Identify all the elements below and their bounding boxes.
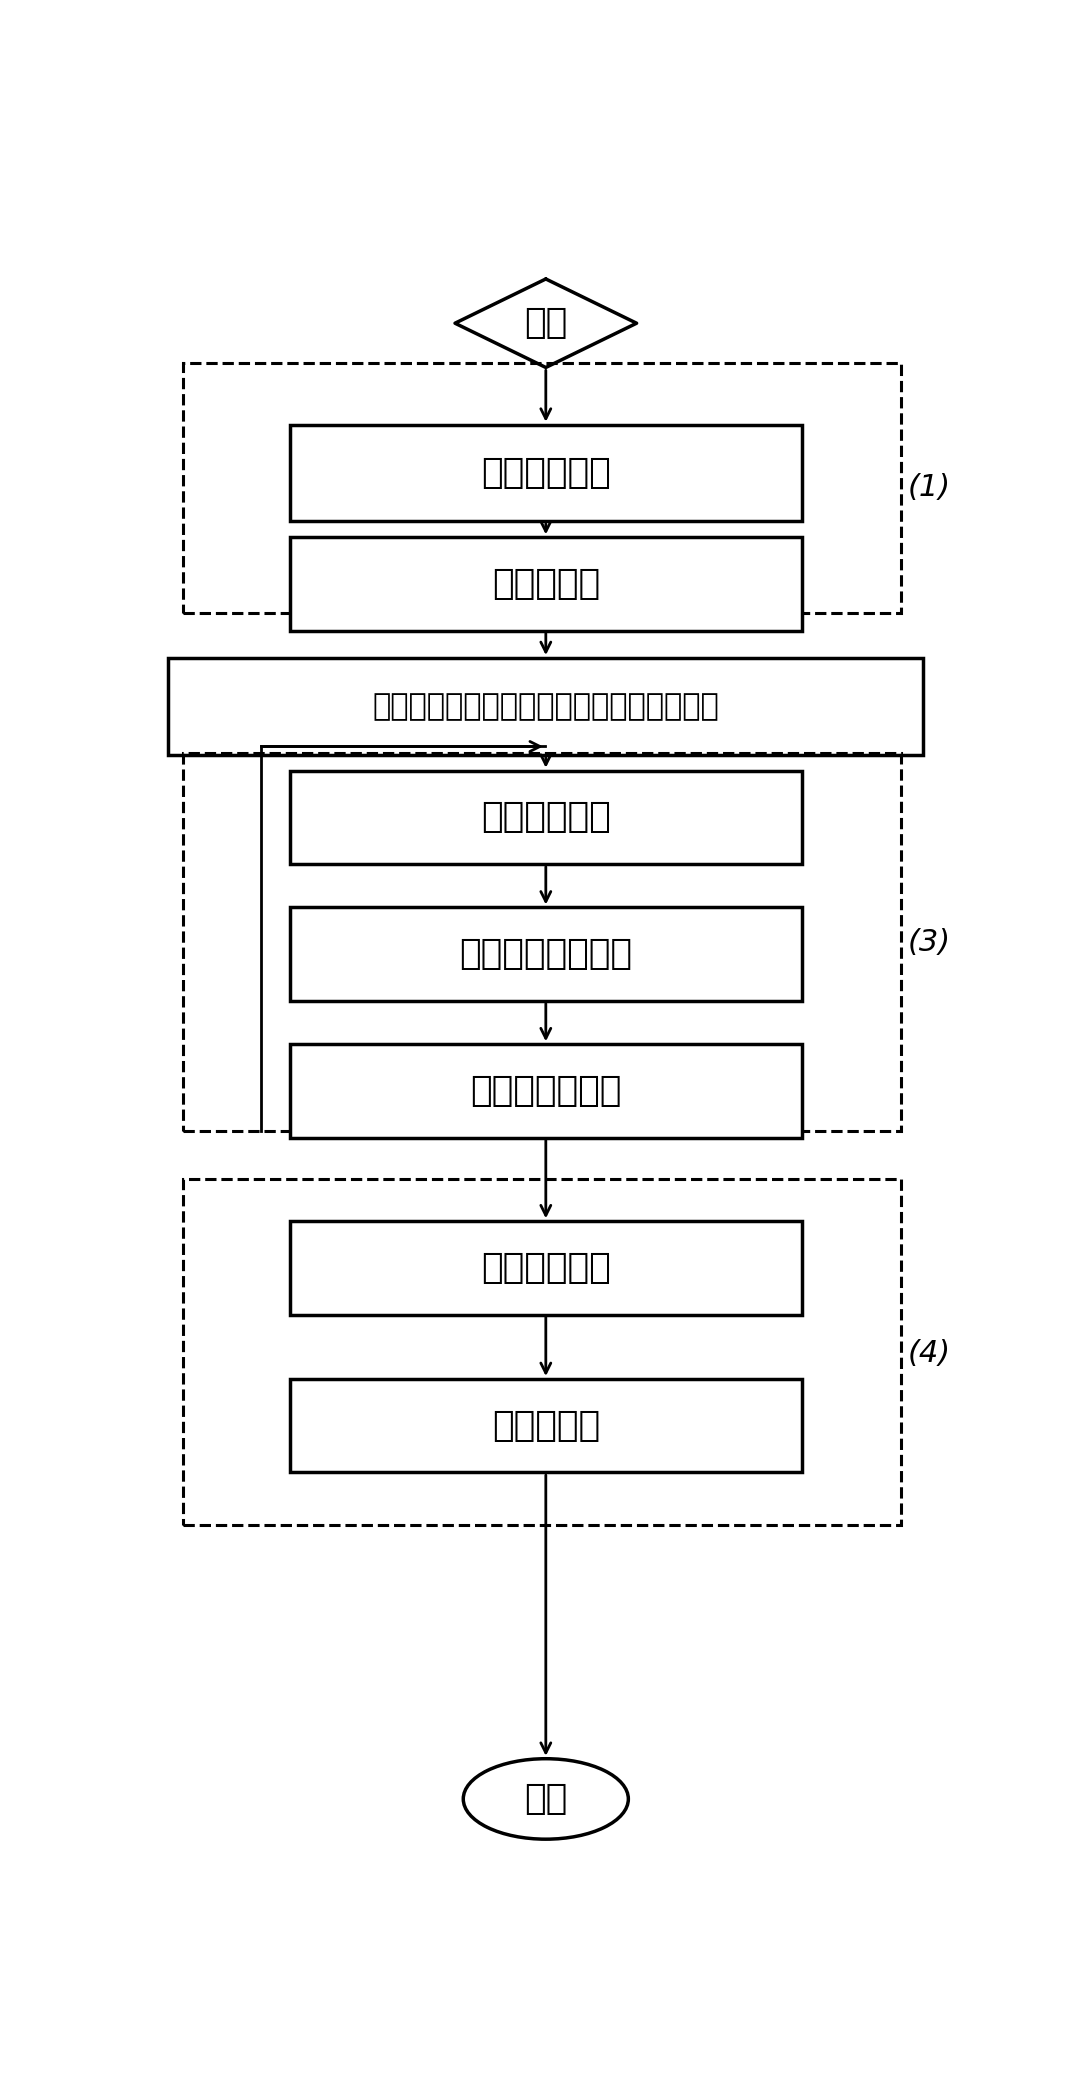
Text: 参数初始化: 参数初始化 [492,566,600,602]
Bar [290,907,802,1001]
Text: 计算指数型权函数: 计算指数型权函数 [459,936,633,972]
Bar [290,1379,802,1471]
Bar [290,771,802,863]
Text: 形成节点导纳矩阵及雅可比矩阵常数项部分: 形成节点导纳矩阵及雅可比矩阵常数项部分 [373,692,719,721]
Bar [290,424,802,520]
Text: 更新状态变量: 更新状态变量 [481,1252,610,1285]
Bar [290,1045,802,1137]
Text: (4): (4) [908,1340,951,1367]
Bar [183,752,901,1131]
Text: 退出: 退出 [524,1783,568,1816]
Text: (1): (1) [908,472,951,502]
Bar [183,1179,901,1526]
Text: 形成雅克比矩阵: 形成雅克比矩阵 [470,1074,622,1108]
Bar [168,658,923,754]
Bar [290,1221,802,1315]
Bar [183,364,901,612]
Text: 计算不平衡量: 计算不平衡量 [481,800,610,834]
Text: 输入基础数据: 输入基础数据 [481,456,610,489]
Text: 开始: 开始 [524,307,568,341]
Bar [290,537,802,631]
Ellipse shape [463,1758,628,1839]
Text: (3): (3) [908,928,951,957]
Text: 收敛性判断: 收敛性判断 [492,1409,600,1442]
